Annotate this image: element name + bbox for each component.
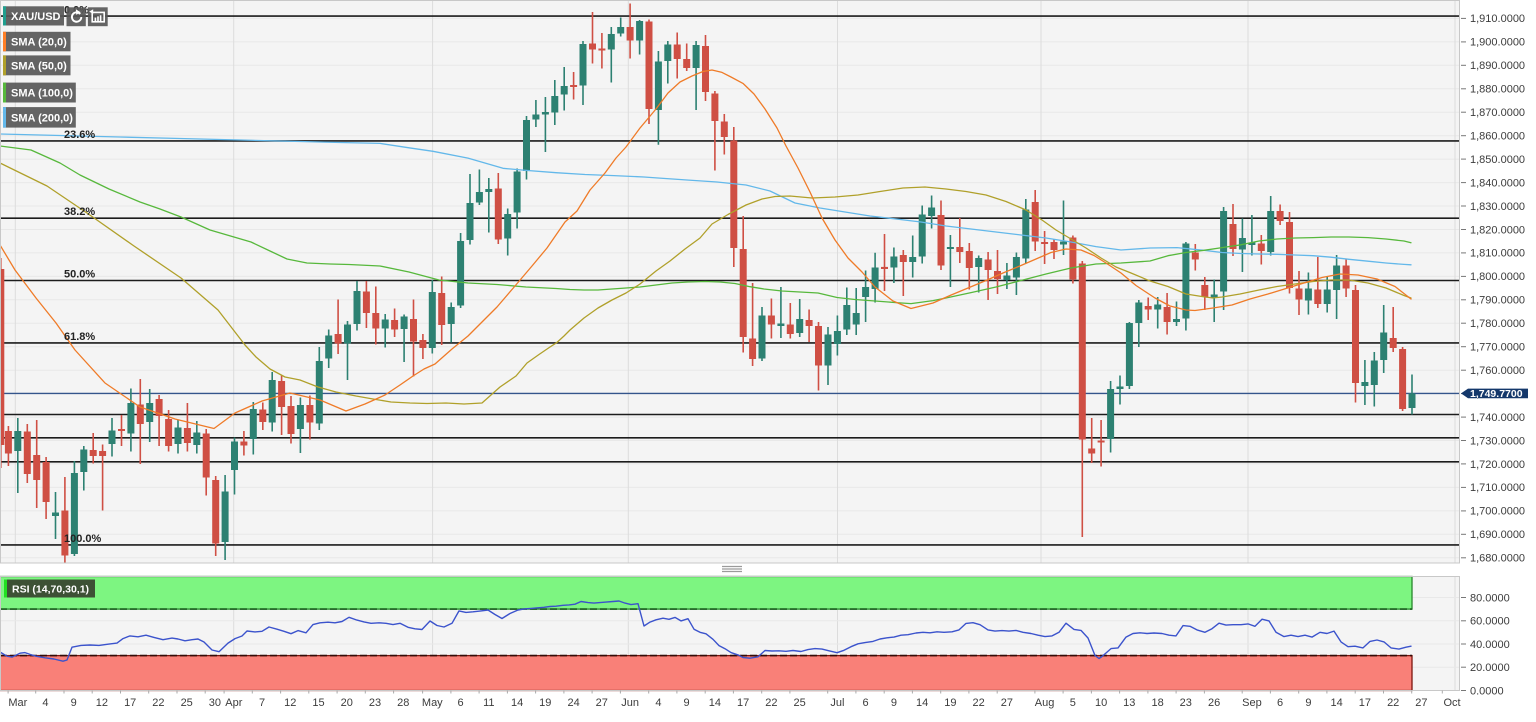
svg-text:1,860.0000: 1,860.0000	[1470, 131, 1525, 143]
svg-text:1,770.0000: 1,770.0000	[1470, 342, 1525, 354]
svg-text:11: 11	[483, 697, 494, 709]
svg-text:23.6%: 23.6%	[64, 129, 95, 141]
svg-text:9: 9	[1305, 697, 1311, 709]
svg-text:9: 9	[71, 697, 77, 709]
svg-text:May: May	[422, 697, 443, 709]
svg-text:4: 4	[655, 697, 661, 709]
svg-text:80.0000: 80.0000	[1470, 592, 1510, 604]
svg-text:23: 23	[369, 697, 381, 709]
svg-text:100.0%: 100.0%	[64, 533, 102, 545]
svg-text:1,749.7700: 1,749.7700	[1470, 388, 1523, 400]
svg-text:6: 6	[1277, 697, 1283, 709]
svg-text:20: 20	[341, 697, 353, 709]
svg-text:25: 25	[181, 697, 193, 709]
svg-text:17: 17	[1359, 697, 1371, 709]
svg-text:SMA (200,0): SMA (200,0)	[11, 112, 73, 124]
svg-text:6: 6	[458, 697, 464, 709]
svg-text:17: 17	[124, 697, 136, 709]
svg-text:22: 22	[152, 697, 164, 709]
svg-text:Jun: Jun	[621, 697, 639, 709]
svg-text:SMA (50,0): SMA (50,0)	[11, 60, 67, 72]
svg-text:26: 26	[1208, 697, 1220, 709]
svg-text:1,880.0000: 1,880.0000	[1470, 84, 1525, 96]
svg-text:Sep: Sep	[1242, 697, 1262, 709]
svg-text:Apr: Apr	[225, 697, 242, 709]
svg-text:17: 17	[737, 697, 749, 709]
svg-text:27: 27	[596, 697, 608, 709]
svg-text:27: 27	[1415, 697, 1427, 709]
svg-text:30: 30	[209, 697, 221, 709]
svg-text:1,790.0000: 1,790.0000	[1470, 295, 1525, 307]
svg-text:27: 27	[1001, 697, 1013, 709]
svg-text:6: 6	[863, 697, 869, 709]
svg-text:XAU/USD: XAU/USD	[11, 11, 61, 23]
svg-text:1,890.0000: 1,890.0000	[1470, 60, 1525, 72]
svg-text:1,820.0000: 1,820.0000	[1470, 224, 1525, 236]
svg-text:12: 12	[284, 697, 296, 709]
svg-text:1,690.0000: 1,690.0000	[1470, 529, 1525, 541]
svg-text:9: 9	[684, 697, 690, 709]
svg-text:1,800.0000: 1,800.0000	[1470, 271, 1525, 283]
svg-text:0.0000: 0.0000	[1470, 685, 1504, 697]
svg-text:1,680.0000: 1,680.0000	[1470, 553, 1525, 565]
svg-text:10: 10	[1095, 697, 1107, 709]
svg-text:14: 14	[709, 697, 721, 709]
svg-text:22: 22	[1387, 697, 1399, 709]
svg-text:18: 18	[1151, 697, 1163, 709]
svg-text:24: 24	[567, 697, 579, 709]
svg-text:1,900.0000: 1,900.0000	[1470, 37, 1525, 49]
svg-text:15: 15	[312, 697, 324, 709]
svg-text:1,870.0000: 1,870.0000	[1470, 107, 1525, 119]
svg-text:Aug: Aug	[1035, 697, 1055, 709]
svg-text:1,810.0000: 1,810.0000	[1470, 248, 1525, 260]
svg-text:40.0000: 40.0000	[1470, 639, 1510, 651]
svg-text:38.2%: 38.2%	[64, 206, 95, 218]
svg-text:SMA (100,0): SMA (100,0)	[11, 88, 73, 100]
svg-text:25: 25	[793, 697, 805, 709]
svg-text:Jul: Jul	[830, 697, 844, 709]
svg-text:Mar: Mar	[8, 697, 27, 709]
svg-text:50.0%: 50.0%	[64, 269, 95, 281]
svg-text:13: 13	[1123, 697, 1135, 709]
svg-text:22: 22	[972, 697, 984, 709]
svg-text:1,710.0000: 1,710.0000	[1470, 482, 1525, 494]
svg-text:9: 9	[891, 697, 897, 709]
svg-text:1,850.0000: 1,850.0000	[1470, 154, 1525, 166]
svg-text:1,840.0000: 1,840.0000	[1470, 177, 1525, 189]
svg-text:7: 7	[259, 697, 265, 709]
svg-text:14: 14	[916, 697, 928, 709]
svg-text:RSI (14,70,30,1): RSI (14,70,30,1)	[12, 584, 89, 596]
svg-text:28: 28	[397, 697, 409, 709]
svg-text:19: 19	[539, 697, 551, 709]
svg-text:1,730.0000: 1,730.0000	[1470, 435, 1525, 447]
svg-text:1,740.0000: 1,740.0000	[1470, 412, 1525, 424]
svg-text:Oct: Oct	[1443, 697, 1460, 709]
svg-text:1,720.0000: 1,720.0000	[1470, 459, 1525, 471]
svg-text:SMA (20,0): SMA (20,0)	[11, 37, 67, 49]
svg-text:22: 22	[765, 697, 777, 709]
svg-text:14: 14	[511, 697, 523, 709]
svg-text:60.0000: 60.0000	[1470, 616, 1510, 628]
svg-text:1,700.0000: 1,700.0000	[1470, 506, 1525, 518]
svg-text:1,910.0000: 1,910.0000	[1470, 13, 1525, 25]
svg-text:20.0000: 20.0000	[1470, 662, 1510, 674]
svg-text:5: 5	[1070, 697, 1076, 709]
svg-text:1,830.0000: 1,830.0000	[1470, 201, 1525, 213]
svg-text:23: 23	[1180, 697, 1192, 709]
svg-text:14: 14	[1330, 697, 1342, 709]
svg-text:1,780.0000: 1,780.0000	[1470, 318, 1525, 330]
svg-text:1,760.0000: 1,760.0000	[1470, 365, 1525, 377]
svg-text:19: 19	[944, 697, 956, 709]
svg-text:61.8%: 61.8%	[64, 331, 95, 343]
svg-text:4: 4	[42, 697, 48, 709]
svg-text:12: 12	[96, 697, 108, 709]
